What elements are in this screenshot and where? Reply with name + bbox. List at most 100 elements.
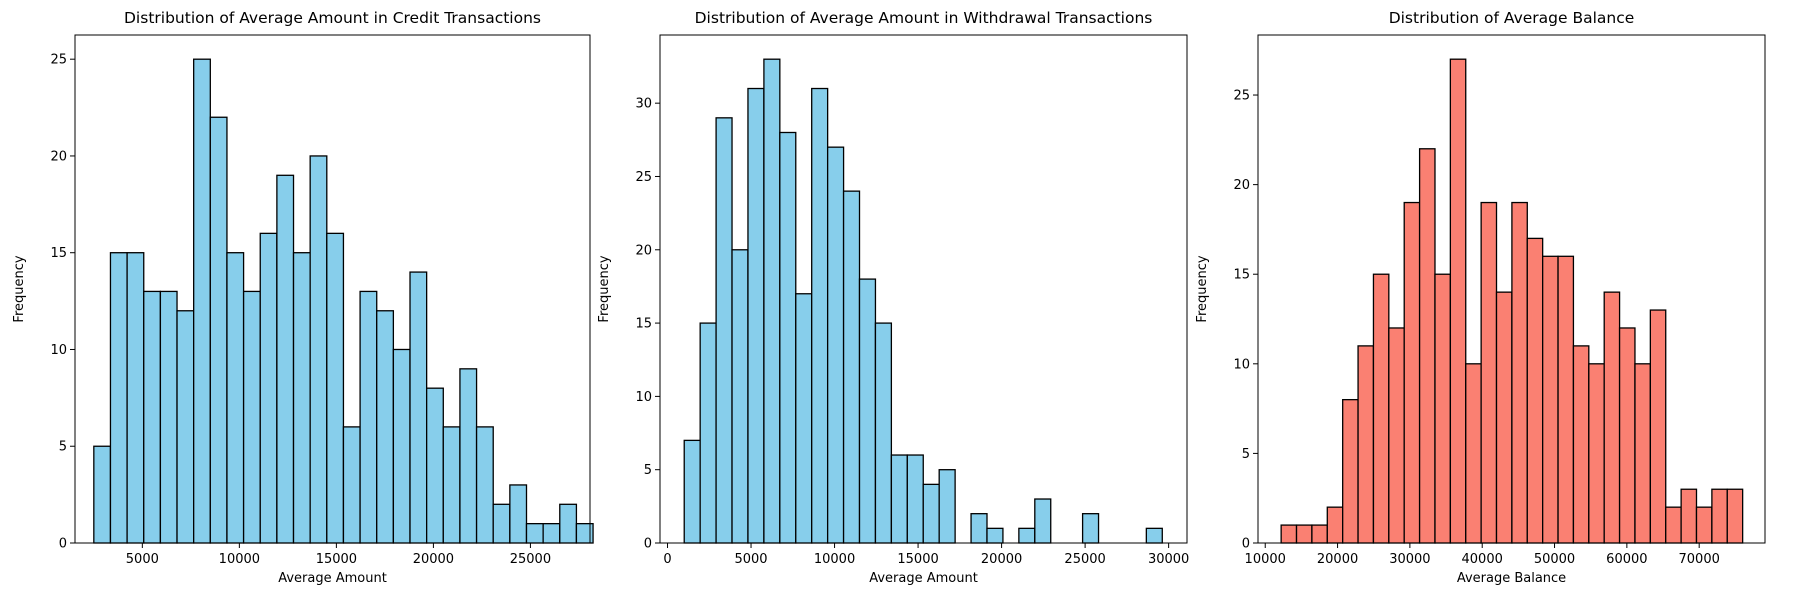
x-axis-label: Average Amount <box>869 571 978 586</box>
x-tick-label: 25000 <box>510 552 551 567</box>
histogram-bar <box>1449 58 1467 544</box>
histogram-bar <box>259 232 278 544</box>
histogram-bar <box>890 454 908 544</box>
axes-frame <box>1257 34 1766 544</box>
histogram-bar <box>842 190 861 544</box>
histogram-bar <box>109 252 128 544</box>
histogram-bar <box>409 271 428 544</box>
y-tick-label: 15 <box>635 317 652 332</box>
axes-frame <box>659 34 1188 544</box>
histogram-bar <box>242 290 261 544</box>
x-axis-ticks: 5000 10000 15000 20000 25000 <box>126 543 551 567</box>
y-tick-label: 25 <box>50 53 67 68</box>
chart-panel-2: 0 5000 10000 15000 20000 25000 30000 0 5 10 15 20 25… <box>597 9 1189 586</box>
y-tick-label: 5 <box>644 463 652 478</box>
x-axis-label: Average Amount <box>278 571 387 586</box>
y-tick-label: 0 <box>59 537 67 552</box>
x-tick-label: 15000 <box>316 552 357 567</box>
histogram-bar <box>1603 291 1621 544</box>
chart-title: Distribution of Average Amount in Credit… <box>124 9 541 27</box>
histogram-bar <box>683 439 701 544</box>
y-tick-label: 5 <box>1242 447 1250 462</box>
histogram-bar <box>1526 237 1544 544</box>
histogram-bar <box>575 523 594 544</box>
histogram-bar <box>459 368 478 544</box>
histogram-bar <box>986 527 1004 544</box>
histogram-bar <box>176 310 195 544</box>
x-tick-label: 10000 <box>1245 552 1286 567</box>
histogram-bar <box>922 483 940 544</box>
histogram-bar <box>392 348 411 544</box>
histogram-bar <box>1280 524 1298 544</box>
histogram-bar <box>1495 291 1513 544</box>
histogram-bar <box>276 174 295 544</box>
histogram-bar <box>1434 273 1452 544</box>
chart-panel-1: 5000 10000 15000 20000 25000 0 5 10 15 20 25 Distri… <box>12 9 594 586</box>
histogram-bar <box>342 426 361 544</box>
x-tick-label: 20000 <box>413 552 454 567</box>
axes-frame <box>74 34 591 544</box>
histogram-bar <box>492 503 511 544</box>
histogram-bar <box>747 87 765 544</box>
x-tick-label: 10000 <box>814 552 855 567</box>
histogram-bar <box>906 454 924 544</box>
y-tick-label: 20 <box>1233 178 1250 193</box>
histogram-bar <box>1418 148 1436 544</box>
histogram-bar <box>542 523 561 544</box>
histogram-bar <box>525 523 544 544</box>
histogram-bars <box>1280 58 1744 544</box>
histogram-bar <box>376 310 395 544</box>
histogram-bar <box>1081 513 1100 544</box>
x-tick-label: 50000 <box>1534 552 1575 567</box>
histogram-bar <box>1557 255 1575 544</box>
histogram-bar <box>309 155 328 544</box>
x-tick-label: 5000 <box>126 552 159 567</box>
x-tick-label: 30000 <box>1148 552 1189 567</box>
y-tick-label: 30 <box>635 97 652 112</box>
x-tick-label: 70000 <box>1679 552 1720 567</box>
histogram-bar <box>938 469 956 544</box>
histogram-bar <box>811 87 829 544</box>
histogram-bar <box>292 252 311 544</box>
histogram-bar <box>1711 488 1728 544</box>
chart-panel-3: 10000 20000 30000 40000 50000 60000 70000 0 5 10 1… <box>1195 9 1766 586</box>
histogram-bar <box>193 58 211 544</box>
y-axis-ticks: 0 5 10 15 20 25 <box>1233 89 1258 552</box>
histogram-bar <box>779 131 797 544</box>
histogram-bar <box>1726 488 1744 544</box>
histogram-bar <box>1326 506 1344 544</box>
histogram-bar <box>699 322 717 544</box>
y-tick-label: 25 <box>1233 89 1250 104</box>
histogram-bar <box>1634 363 1651 544</box>
histogram-bar <box>93 445 112 544</box>
x-tick-label: 20000 <box>1317 552 1358 567</box>
y-tick-label: 5 <box>59 440 67 455</box>
y-tick-label: 20 <box>635 243 652 258</box>
histogram-bar <box>509 484 528 544</box>
histogram-bar <box>326 232 345 544</box>
histogram-bar <box>1649 309 1667 544</box>
x-tick-label: 25000 <box>1064 552 1105 567</box>
histogram-bar <box>874 322 893 544</box>
histogram-bar <box>1388 327 1405 544</box>
x-axis-ticks: 10000 20000 30000 40000 50000 60000 70000 <box>1245 543 1720 567</box>
histogram-bar <box>1311 524 1328 544</box>
histogram-bar <box>1357 345 1375 544</box>
x-tick-label: 0 <box>663 552 671 567</box>
histogram-bar <box>1018 527 1036 544</box>
histogram-bar <box>1034 498 1052 544</box>
x-axis-label: Average Balance <box>1457 571 1566 586</box>
histogram-bar <box>1403 201 1421 544</box>
histogram-bars <box>93 58 594 544</box>
histogram-bar <box>1145 527 1163 544</box>
histogram-bar <box>763 58 781 544</box>
histogram-bar <box>1665 506 1682 544</box>
histogram-bar <box>731 249 749 544</box>
histogram-bar <box>858 278 877 544</box>
x-tick-label: 60000 <box>1606 552 1647 567</box>
x-tick-label: 40000 <box>1462 552 1503 567</box>
histogram-bar <box>1295 524 1313 544</box>
histogram-bar <box>1542 255 1559 544</box>
